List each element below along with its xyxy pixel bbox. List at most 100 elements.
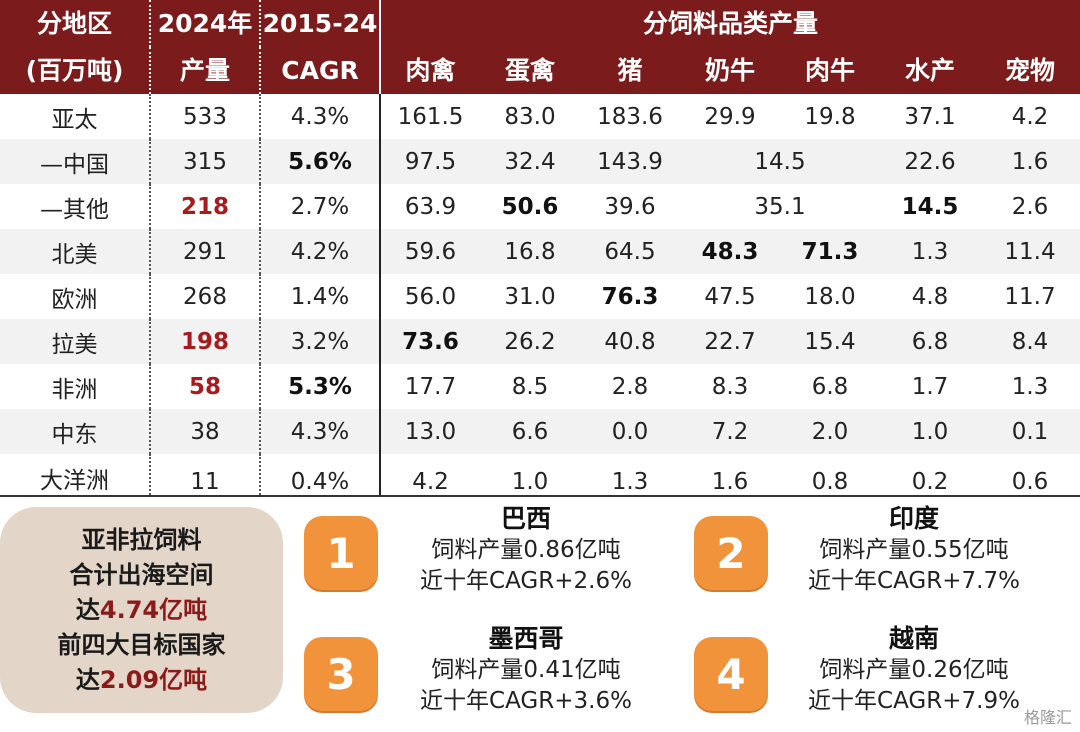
value-cell: 22.6 <box>880 139 980 184</box>
value-cell: 73.6 <box>380 319 480 364</box>
value-cell: 47.5 <box>704 283 756 310</box>
value-cell: 1.3 <box>580 454 680 497</box>
value-cell: 18.0 <box>804 283 856 310</box>
summary-line: 亚非拉饲料 <box>81 525 202 554</box>
value-cell: 4.8 <box>911 283 949 310</box>
value-cell: 83.0 <box>504 103 556 130</box>
value-cell: 1.6 <box>680 454 780 497</box>
value-cell: 29.9 <box>704 103 756 130</box>
value-cell: 16.8 <box>480 229 580 274</box>
value-cell: 1.7 <box>911 373 949 400</box>
output-cell: 38 <box>150 409 261 454</box>
cagr-cell: 2.7% <box>260 184 381 229</box>
country-output: 饲料产量0.55亿吨 <box>819 537 1009 563</box>
table-row: 中东 38 4.3% 13.0 6.6 0.0 7.2 2.0 1.0 0.1 <box>0 409 1080 454</box>
target-country-card: 越南 饲料产量0.26亿吨 近十年CAGR+7.9% <box>764 623 1064 717</box>
category-header: 奶牛 <box>680 47 780 94</box>
value-cell: 50.6 <box>501 193 559 220</box>
value-cell: 1.0 <box>480 454 580 497</box>
summary-line: 达4.74亿吨 <box>75 595 208 624</box>
value-cell: 0.2 <box>880 454 980 497</box>
value-cell: 6.8 <box>811 373 849 400</box>
output-cell: 291 <box>150 229 261 274</box>
region-cell: —中国 <box>0 139 151 184</box>
country-name: 巴西 <box>500 504 551 533</box>
cagr-cell: 5.3% <box>260 364 381 409</box>
value-cell: 22.7 <box>680 319 780 364</box>
category-header: 宠物 <box>980 47 1080 94</box>
value-cell: 11.7 <box>1004 283 1056 310</box>
cagr-cell: 3.2% <box>260 319 381 364</box>
value-cell: 8.5 <box>511 373 549 400</box>
cagr-cell: 1.4% <box>260 274 381 319</box>
country-name: 越南 <box>888 624 939 653</box>
value-cell: 0.1 <box>980 409 1080 454</box>
rank-badge-1: 1 <box>304 516 378 590</box>
output-cell: 315 <box>150 139 261 184</box>
summary-top4-value: 2.09亿吨 <box>99 665 208 694</box>
category-group-header: 分饲料品类产量 <box>380 0 1080 47</box>
cagr-header: 2015-24 <box>260 0 381 47</box>
merged-cattle-cell: 14.5 <box>680 139 880 184</box>
value-cell: 48.3 <box>680 229 780 274</box>
region-cell: 欧洲 <box>0 274 151 319</box>
merged-cattle-cell: 35.1 <box>754 193 806 220</box>
value-cell: 19.8 <box>804 103 856 130</box>
value-cell: 26.2 <box>480 319 580 364</box>
country-cagr: 近十年CAGR+2.6% <box>420 568 632 594</box>
table-row: —中国 315 5.6% 97.5 32.4 143.9 14.5 22.6 1… <box>0 139 1080 184</box>
value-cell: 31.0 <box>504 283 556 310</box>
region-cell: —其他 <box>0 184 151 229</box>
value-cell: 14.5 <box>901 193 959 220</box>
value-cell: 13.0 <box>380 409 480 454</box>
value-cell: 17.7 <box>404 373 457 400</box>
value-cell: 161.5 <box>397 103 464 130</box>
country-cagr: 近十年CAGR+7.7% <box>808 568 1020 594</box>
category-header: 肉牛 <box>780 47 880 94</box>
country-name: 墨西哥 <box>488 624 564 653</box>
country-name: 印度 <box>888 504 939 533</box>
table-row: 拉美 198 3.2% 73.6 26.2 40.8 22.7 15.4 6.8… <box>0 319 1080 364</box>
value-cell: 2.6 <box>1011 193 1049 220</box>
value-cell: 1.6 <box>980 139 1080 184</box>
target-country-card: 印度 饲料产量0.55亿吨 近十年CAGR+7.7% <box>764 503 1064 597</box>
rank-badge-3: 3 <box>304 637 378 711</box>
summary-line: 合计出海空间 <box>69 560 214 589</box>
output-cell: 268 <box>150 274 261 319</box>
value-cell: 63.9 <box>404 193 457 220</box>
value-cell: 4.2 <box>380 454 480 497</box>
value-cell: 64.5 <box>580 229 680 274</box>
value-cell: 6.6 <box>480 409 580 454</box>
value-cell: 6.8 <box>880 319 980 364</box>
country-cagr: 近十年CAGR+7.9% <box>808 688 1020 714</box>
category-header: 肉禽 <box>380 47 480 94</box>
output-cell: 11 <box>150 454 261 497</box>
target-country-card: 巴西 饲料产量0.86亿吨 近十年CAGR+2.6% <box>376 503 676 597</box>
target-country-card: 墨西哥 饲料产量0.41亿吨 近十年CAGR+3.6% <box>376 623 676 717</box>
value-cell: 2.8 <box>611 373 649 400</box>
country-output: 饲料产量0.26亿吨 <box>819 657 1009 683</box>
table-row: —其他 218 2.7% 63.9 50.6 39.6 35.1 14.5 2.… <box>0 184 1080 229</box>
output-header-2: 产量 <box>150 47 261 94</box>
region-cell: 拉美 <box>0 319 151 364</box>
value-cell: 143.9 <box>580 139 680 184</box>
value-cell: 71.3 <box>780 229 880 274</box>
cagr-cell: 0.4% <box>260 454 381 497</box>
summary-line: 达2.09亿吨 <box>75 665 208 694</box>
summary-box: 亚非拉饲料 合计出海空间 达4.74亿吨 前四大目标国家 达2.09亿吨 <box>0 507 283 713</box>
category-header: 猪 <box>580 47 680 94</box>
value-cell: 183.6 <box>597 103 663 130</box>
output-cell: 533 <box>150 94 261 139</box>
table-row: 亚太 533 4.3% 161.5 83.0 183.6 29.9 19.8 3… <box>0 94 1080 139</box>
value-cell: 2.0 <box>780 409 880 454</box>
country-output: 饲料产量0.41亿吨 <box>431 657 621 683</box>
country-output: 饲料产量0.86亿吨 <box>431 537 621 563</box>
value-cell: 59.6 <box>380 229 480 274</box>
output-cell: 218 <box>150 184 261 229</box>
value-cell: 32.4 <box>480 139 580 184</box>
rank-badge-4: 4 <box>694 637 768 711</box>
country-cagr: 近十年CAGR+3.6% <box>420 688 632 714</box>
value-cell: 8.4 <box>980 319 1080 364</box>
value-cell: 8.3 <box>711 373 749 400</box>
value-cell: 39.6 <box>604 193 656 220</box>
